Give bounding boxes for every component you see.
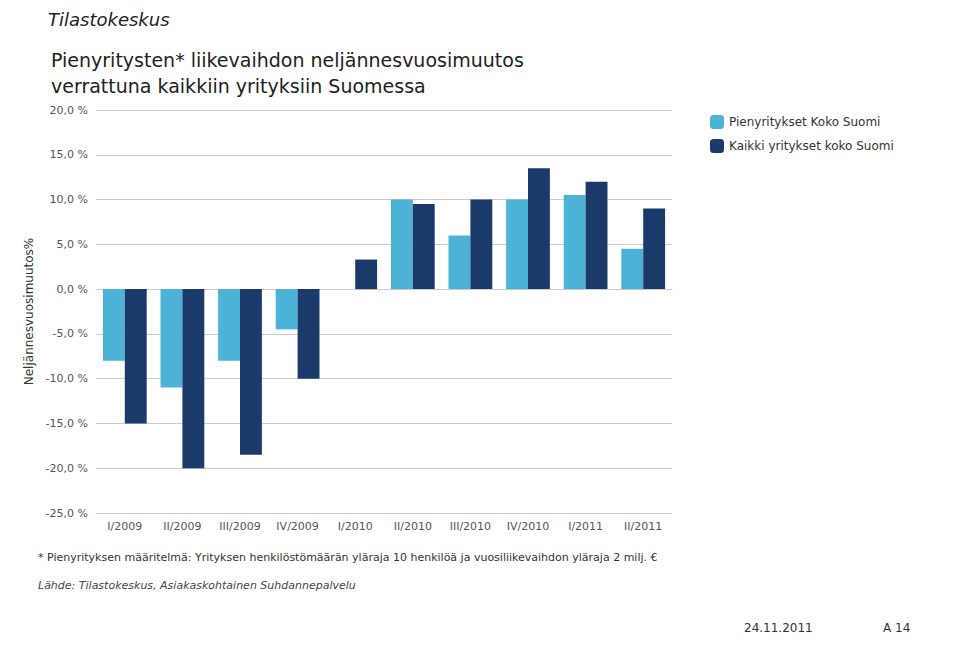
svg-text:-20,0 %: -20,0 % <box>46 462 88 475</box>
svg-text:I/2011: I/2011 <box>568 520 603 533</box>
svg-text:IV/2010: IV/2010 <box>507 520 549 533</box>
svg-text:-10,0 %: -10,0 % <box>46 372 88 385</box>
svg-text:III/2009: III/2009 <box>219 520 260 533</box>
svg-text:II/2011: II/2011 <box>624 520 662 533</box>
svg-text:Pienyritykset Koko Suomi: Pienyritykset Koko Suomi <box>729 115 880 129</box>
svg-text:II/2009: II/2009 <box>163 520 201 533</box>
svg-text:24.11.2011: 24.11.2011 <box>744 621 813 635</box>
svg-text:5,0 %: 5,0 % <box>57 238 88 251</box>
svg-text:I/2010: I/2010 <box>338 520 373 533</box>
svg-text:IV/2009: IV/2009 <box>276 520 318 533</box>
svg-text:Tilastokeskus: Tilastokeskus <box>48 9 170 30</box>
svg-text:* Pienyrityksen määritelmä: Yr: * Pienyrityksen määritelmä: Yrityksen he… <box>38 551 658 564</box>
svg-text:verrattuna kaikkiin yrityksiin: verrattuna kaikkiin yrityksiin Suomessa <box>51 75 426 97</box>
svg-text:Lähde: Tilastokeskus, Asiakask: Lähde: Tilastokeskus, Asiakaskohtainen S… <box>38 579 356 592</box>
svg-text:-15,0 %: -15,0 % <box>46 417 88 430</box>
svg-text:10,0 %: 10,0 % <box>50 193 88 206</box>
svg-text:I/2009: I/2009 <box>107 520 142 533</box>
svg-text:-5,0 %: -5,0 % <box>53 327 88 340</box>
svg-text:0,0 %: 0,0 % <box>57 283 88 296</box>
svg-text:-25,0 %: -25,0 % <box>46 507 88 520</box>
svg-text:A 14: A 14 <box>883 621 910 635</box>
svg-text:15,0 %: 15,0 % <box>50 148 88 161</box>
svg-text:Kaikki yritykset koko Suomi: Kaikki yritykset koko Suomi <box>729 139 894 153</box>
svg-text:20,0 %: 20,0 % <box>50 104 88 117</box>
svg-text:III/2010: III/2010 <box>450 520 491 533</box>
svg-text:Neljännesvuosimuutos%: Neljännesvuosimuutos% <box>22 238 36 385</box>
svg-text:II/2010: II/2010 <box>394 520 432 533</box>
svg-text:Pienyritysten* liikevaihdon ne: Pienyritysten* liikevaihdon neljännesvuo… <box>51 49 524 71</box>
